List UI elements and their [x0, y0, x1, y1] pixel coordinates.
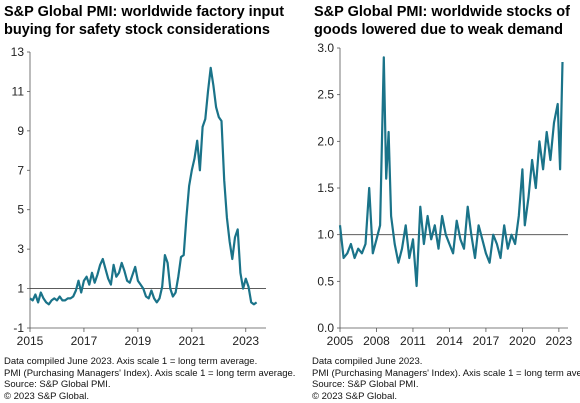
right-chart-y-tick-label: 0.0 [317, 321, 334, 335]
right-chart-y-tick-label: 1.5 [317, 181, 334, 195]
left-chart-x-tick-label: 2019 [125, 334, 152, 348]
left-note-4: © 2023 S&P Global. [4, 390, 89, 402]
right-chart-title-line-2: goods lowered due to weak demand [314, 22, 563, 38]
right-chart-series-line [338, 56, 564, 288]
left-chart-y-tick-label: -1 [13, 321, 24, 335]
left-note-2: PMI (Purchasing Managers' Index). Axis s… [4, 367, 296, 379]
left-chart-title-line-2: buying for safety stock considerations [4, 22, 270, 38]
left-chart-x-tick-label: 2015 [17, 334, 44, 348]
left-chart-series-line [29, 66, 258, 306]
left-chart-y-tick-label: 13 [11, 45, 25, 59]
right-line-chart: 0.0 0.5 1.0 1.5 2.0 2.5 3.0 2005 2008 2011 2014 201… [317, 41, 573, 348]
left-chart-y-tick-label: 9 [17, 124, 24, 138]
right-chart-x-tick-label: 2014 [436, 334, 463, 348]
left-chart-x-tick-label: 2023 [232, 334, 259, 348]
right-chart-y-tick-label: 1.0 [317, 228, 334, 242]
right-note-4: © 2023 S&P Global. [312, 390, 397, 402]
left-chart-title-line-1: S&P Global PMI: worldwide factory input [4, 4, 285, 20]
right-note-1: Data compiled June 2023. [312, 356, 423, 367]
left-chart-y-tick-label: 1 [17, 282, 24, 296]
right-chart-y-tick-label: 0.5 [317, 274, 334, 288]
right-note-3: Source: S&P Global PMI. [312, 379, 419, 390]
right-chart-y-tick-label: 3.0 [317, 41, 334, 55]
left-chart-x-tick-label: 2017 [71, 334, 98, 348]
left-note-1: Data compiled June 2023. Axis scale 1 = … [4, 356, 258, 367]
left-chart-x-tick-label: 2021 [178, 334, 205, 348]
right-chart-x-tick-label: 2005 [327, 334, 354, 348]
left-chart-panel: S&P Global PMI: worldwide factory input … [4, 3, 295, 402]
right-chart-y-tick-label: 2.5 [317, 88, 334, 102]
left-note-3: Source: S&P Global PMI. [4, 379, 111, 390]
right-chart-x-tick-label: 2020 [509, 334, 536, 348]
left-chart-y-tick-label: 11 [12, 84, 25, 98]
left-chart-y-tick-label: 7 [17, 163, 24, 177]
left-chart-y-tick-label: 5 [17, 203, 24, 217]
right-chart-x-tick-label: 2011 [400, 334, 426, 348]
right-chart-y-tick-label: 2.0 [317, 134, 334, 148]
right-chart-x-tick-label: 2017 [473, 334, 500, 348]
left-chart-title: S&P Global PMI: worldwide factory input … [4, 3, 284, 39]
right-chart-notes: Data compiled June 2023. PMI (Purchasing… [312, 356, 580, 402]
right-chart-panel: S&P Global PMI: worldwide stocks of good… [310, 0, 580, 403]
right-chart-title: S&P Global PMI: worldwide stocks of good… [314, 3, 570, 39]
right-chart-x-tick-label: 2023 [546, 334, 573, 348]
right-note-2: PMI (Purchasing Managers' Index). Axis s… [312, 367, 580, 379]
left-chart-y-tick-label: 3 [17, 242, 24, 256]
left-chart-notes: Data compiled June 2023. Axis scale 1 = … [4, 356, 295, 402]
right-chart-title-line-1: S&P Global PMI: worldwide stocks of [314, 4, 570, 20]
right-chart-x-tick-label: 2008 [363, 334, 390, 348]
